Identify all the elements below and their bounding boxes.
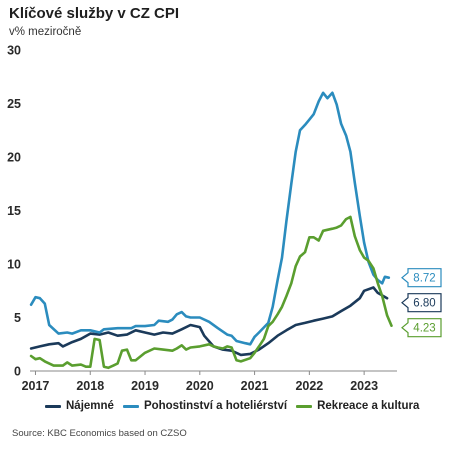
legend-swatch <box>296 404 313 408</box>
end-label-box <box>401 318 442 338</box>
end-label-box <box>401 293 442 313</box>
y-axis: 0 5 10 15 20 25 30 <box>7 44 21 379</box>
y-tick-label: 5 <box>14 311 21 325</box>
end-value-label: 4.23 <box>413 323 435 335</box>
x-axis: 2017 2018 2019 2020 2021 2022 2023 <box>22 370 397 393</box>
legend-item: Pohostinství a hoteliérství <box>122 400 288 412</box>
series-lines <box>29 91 393 370</box>
end-labels: 8.72 6.80 4.23 <box>401 268 442 338</box>
y-tick-label: 30 <box>7 44 21 58</box>
x-tick-label: 2017 <box>22 379 50 393</box>
series-line-1 <box>29 286 389 357</box>
x-tick-label: 2021 <box>241 379 269 393</box>
source-note: Source: KBC Economics based on CZSO <box>12 428 187 439</box>
x-tick-label: 2022 <box>295 379 323 393</box>
y-tick-label: 0 <box>14 365 21 379</box>
chart-title: Klíčové služby v CZ CPI <box>9 5 180 22</box>
x-tick-label: 2018 <box>76 379 104 393</box>
legend-label: Nájemné <box>66 400 114 412</box>
end-value-label: 8.72 <box>413 273 435 285</box>
series-line-3 <box>29 215 393 370</box>
series-line-2 <box>29 91 391 346</box>
y-tick-label: 25 <box>7 97 21 111</box>
legend-swatch <box>45 404 61 408</box>
legend-item: Nájemné <box>45 400 114 412</box>
end-value-label: 6.80 <box>413 298 435 310</box>
legend: Nájemné Pohostinství a hoteliérství Rekrea… <box>45 400 428 412</box>
end-label-box <box>401 268 442 288</box>
x-tick-label: 2020 <box>186 379 214 393</box>
x-tick-label: 2019 <box>131 379 159 393</box>
y-tick-label: 10 <box>7 258 21 272</box>
x-tick-label: 2023 <box>350 379 378 393</box>
legend-label: Rekreace a kultura <box>317 400 420 412</box>
legend-swatch <box>122 404 139 408</box>
y-tick-label: 20 <box>7 151 21 165</box>
y-tick-label: 15 <box>7 204 21 218</box>
legend-label: Pohostinství a hoteliérství <box>143 400 288 412</box>
legend-item: Rekreace a kultura <box>296 400 419 412</box>
chart-subtitle: v% meziročně <box>9 26 82 38</box>
